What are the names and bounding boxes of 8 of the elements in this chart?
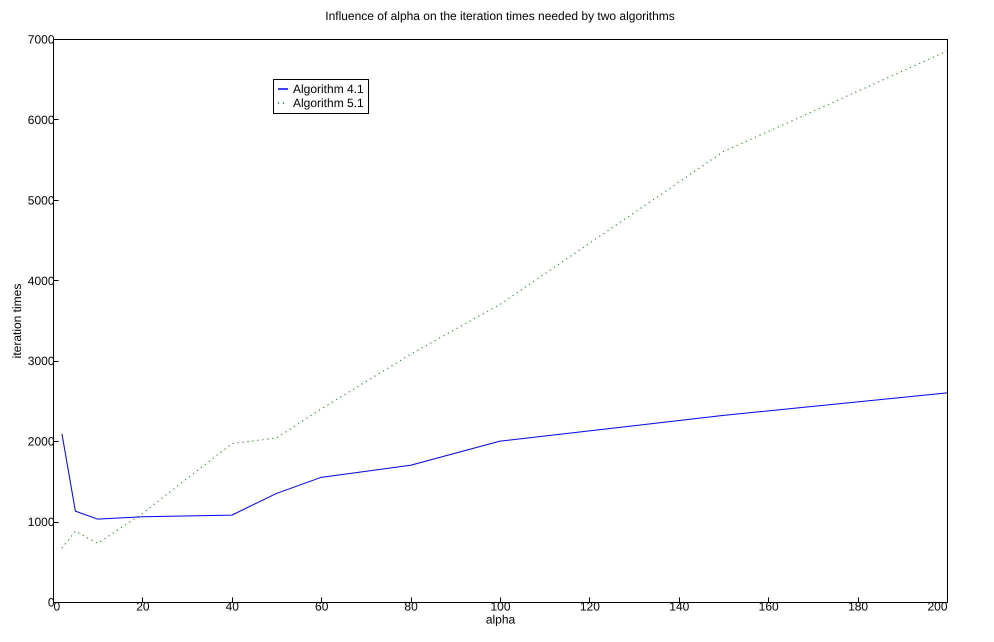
x-axis-title: alpha [486, 612, 516, 626]
legend-label: Algorithm 4.1 [293, 82, 364, 96]
line-series [61, 392, 948, 520]
chart-title: Influence of alpha on the iteration times needed by two algorithms [325, 9, 675, 23]
legend-label: Algorithm 5.1 [293, 96, 364, 110]
y-tick-label: 7000 [28, 32, 55, 46]
y-axis-title: iteration times [10, 284, 24, 358]
line-series [61, 50, 948, 549]
